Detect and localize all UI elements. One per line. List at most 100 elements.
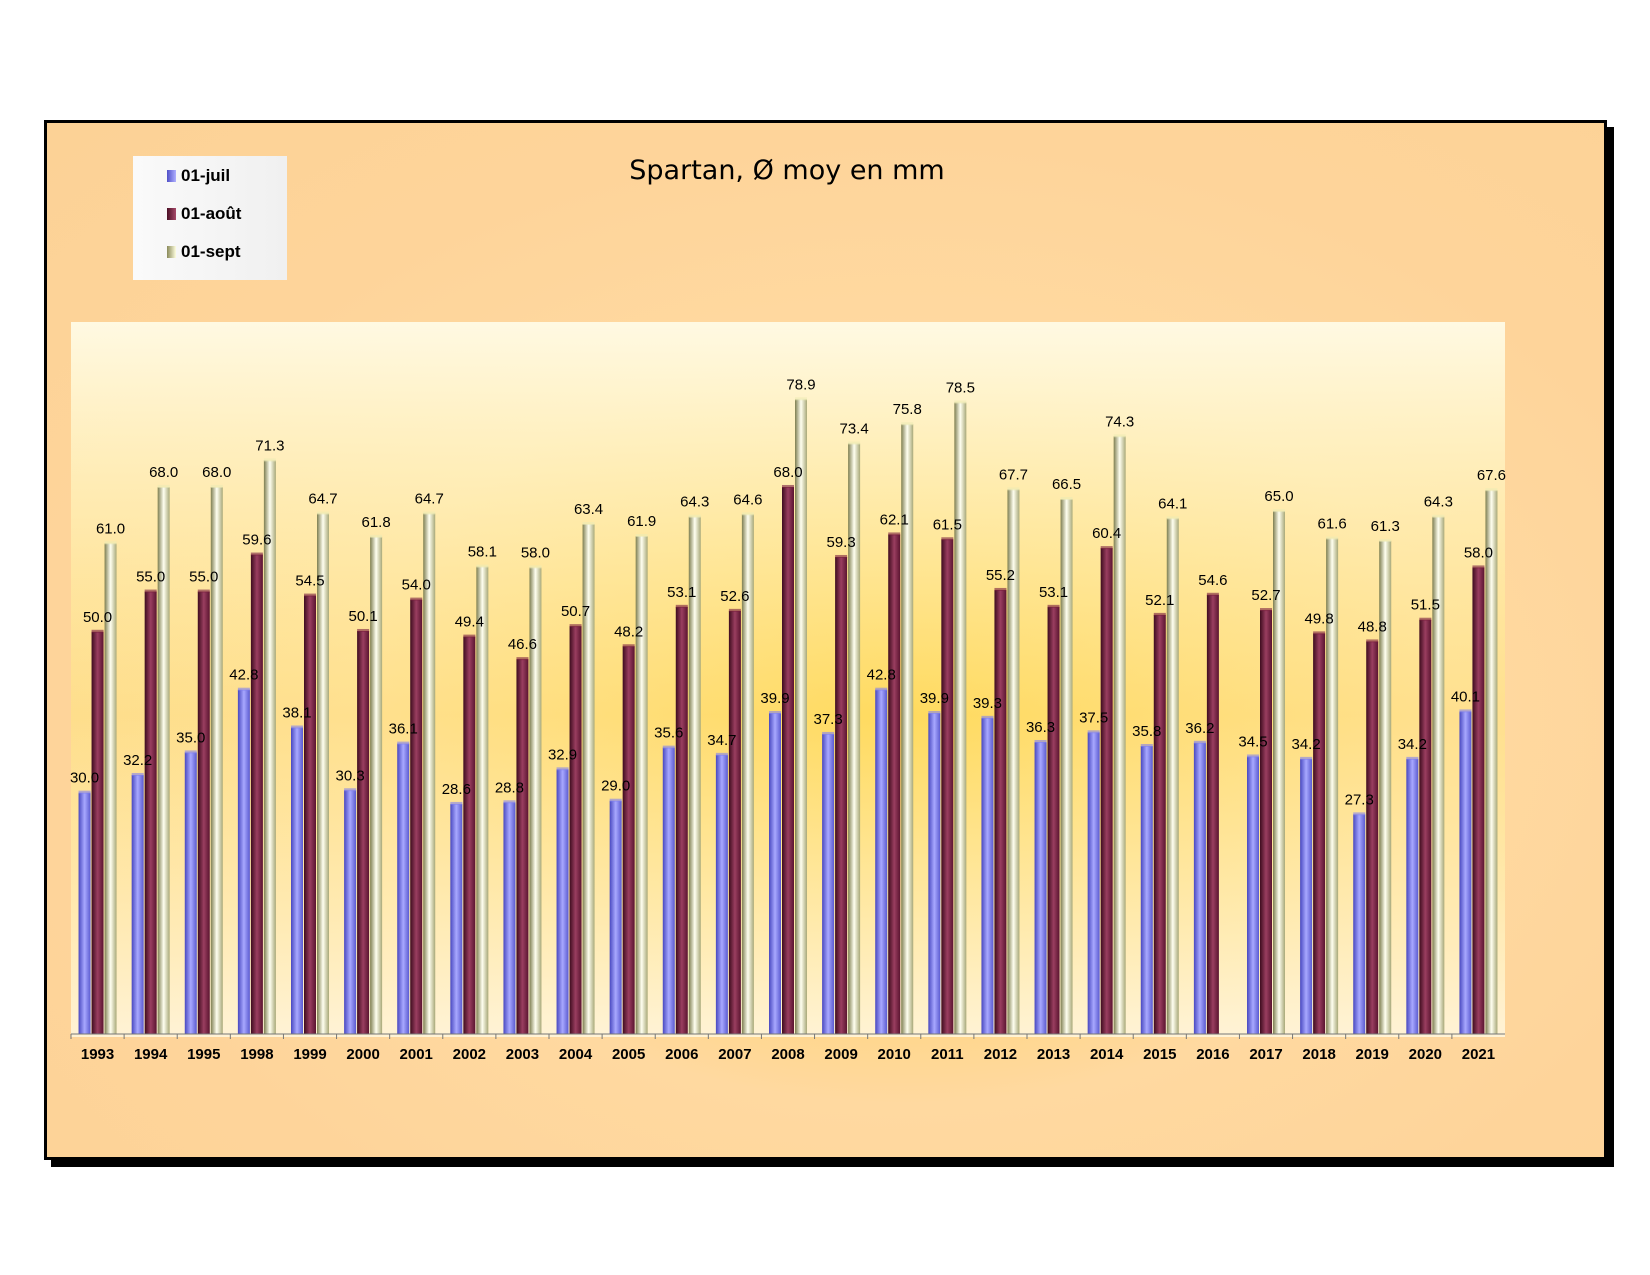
bar-01-juil-2010 <box>875 689 888 1034</box>
data-label-01-juil-2002: 28.6 <box>442 781 471 798</box>
bar-cap-01-août-2009 <box>835 554 848 558</box>
bar-01-août-1995 <box>197 591 210 1034</box>
bar-cap-01-août-2003 <box>516 657 529 661</box>
bar-01-août-2013 <box>1047 606 1060 1034</box>
data-label-01-août-2017: 52.7 <box>1251 587 1280 604</box>
data-label-01-juil-2003: 28.8 <box>495 779 524 796</box>
bar-01-sept-2010 <box>901 424 914 1035</box>
bar-cap-01-sept-2010 <box>901 422 914 426</box>
bar-01-sept-2009 <box>848 443 861 1034</box>
bar-cap-01-août-2018 <box>1313 631 1326 635</box>
bar-cap-01-sept-2012 <box>1007 487 1020 491</box>
data-label-01-août-2002: 49.4 <box>455 614 484 631</box>
bar-cap-01-sept-2004 <box>582 521 595 525</box>
bar-01-août-2008 <box>782 486 794 1034</box>
data-label-01-sept-2005: 61.9 <box>627 513 656 530</box>
bar-cap-01-juil-2007 <box>715 752 728 756</box>
x-tick-label-2005: 2005 <box>612 1046 645 1063</box>
data-label-01-juil-2018: 34.2 <box>1292 736 1321 753</box>
x-tick-label-2010: 2010 <box>878 1046 911 1063</box>
x-tick-label-2000: 2000 <box>346 1046 379 1063</box>
bar-cap-01-juil-1999 <box>291 725 303 729</box>
bar-cap-01-août-1994 <box>144 589 157 593</box>
data-label-01-sept-2018: 61.6 <box>1318 515 1347 532</box>
data-label-01-août-2019: 48.8 <box>1358 618 1387 635</box>
data-label-01-juil-1998: 42.8 <box>229 667 258 684</box>
bar-01-sept-2011 <box>954 402 967 1034</box>
x-tick-label-2014: 2014 <box>1090 1046 1124 1063</box>
bar-cap-01-sept-2001 <box>423 511 436 515</box>
legend-item-juil: 01-juil <box>167 166 230 186</box>
bar-01-sept-2012 <box>1007 489 1020 1034</box>
bar-01-juil-1999 <box>291 727 303 1034</box>
bar-01-juil-1994 <box>131 774 144 1034</box>
bar-cap-01-août-2002 <box>463 634 476 638</box>
data-label-01-sept-2015: 64.1 <box>1158 495 1187 512</box>
bar-cap-01-juil-2009 <box>822 731 835 735</box>
legend-swatch-aout <box>167 208 176 220</box>
data-label-01-août-1994: 55.0 <box>136 569 165 586</box>
bar-01-juil-2013 <box>1034 741 1047 1034</box>
data-label-01-sept-2021: 67.6 <box>1477 467 1506 484</box>
bar-01-août-1999 <box>304 595 316 1034</box>
legend: 01-juil 01-août 01-sept <box>133 156 287 280</box>
bar-01-sept-2013 <box>1060 499 1073 1034</box>
bar-01-août-2011 <box>941 539 954 1034</box>
data-label-01-juil-2013: 36.3 <box>1026 719 1055 736</box>
bar-01-sept-1995 <box>210 486 223 1034</box>
bar-cap-01-août-2019 <box>1366 639 1379 643</box>
bar-cap-01-sept-2006 <box>688 514 701 518</box>
bar-01-août-1994 <box>144 591 157 1034</box>
data-label-01-juil-2020: 34.2 <box>1398 736 1427 753</box>
data-label-01-août-1999: 54.5 <box>295 573 324 590</box>
bar-01-juil-1998 <box>237 689 250 1034</box>
bar-cap-01-août-2011 <box>941 537 954 541</box>
data-label-01-juil-2008: 39.9 <box>760 690 789 707</box>
data-label-01-sept-2020: 64.3 <box>1424 494 1453 511</box>
bar-cap-01-juil-2014 <box>1087 730 1100 734</box>
bar-cap-01-juil-2020 <box>1406 756 1419 760</box>
data-label-01-juil-2006: 35.6 <box>654 725 683 742</box>
bar-cap-01-juil-2018 <box>1300 756 1313 760</box>
data-label-01-août-1998: 59.6 <box>242 532 271 549</box>
data-label-01-juil-2001: 36.1 <box>389 721 418 738</box>
bar-01-sept-2020 <box>1432 516 1445 1034</box>
data-label-01-juil-1994: 32.2 <box>123 752 152 769</box>
bar-01-juil-2017 <box>1247 756 1259 1034</box>
data-label-01-juil-2007: 34.7 <box>707 732 736 749</box>
x-tick-label-1999: 1999 <box>293 1046 326 1063</box>
bar-cap-01-août-2016 <box>1206 592 1219 596</box>
bar-cap-01-août-2015 <box>1153 612 1166 616</box>
bar-01-juil-2015 <box>1140 746 1153 1034</box>
chart-frame: Spartan, Ø moy en mm 01-juil 01-août 01-… <box>44 120 1607 1160</box>
data-label-01-août-2010: 62.1 <box>880 511 909 528</box>
bar-01-juil-1995 <box>184 752 197 1034</box>
bar-cap-01-sept-2008 <box>795 397 807 401</box>
bar-01-août-2018 <box>1313 633 1326 1034</box>
data-label-01-sept-2000: 61.8 <box>362 514 391 531</box>
bar-cap-01-juil-2006 <box>662 745 675 749</box>
bar-cap-01-août-2012 <box>994 587 1007 591</box>
bar-01-sept-2005 <box>635 536 648 1034</box>
bar-01-août-2015 <box>1153 614 1166 1034</box>
bar-cap-01-sept-2018 <box>1326 536 1339 540</box>
x-tick-label-2012: 2012 <box>984 1046 1017 1063</box>
plot-area: 30.0 50.0 61.0 32.2 55.0 68.0 35.0 55.0 68.0 42.8… <box>70 322 1506 1063</box>
legend-label-aout: 01-août <box>181 204 242 223</box>
data-label-01-août-2018: 49.8 <box>1305 610 1334 627</box>
bar-cap-01-juil-2012 <box>981 715 994 719</box>
data-label-01-sept-2019: 61.3 <box>1371 518 1400 535</box>
data-label-01-juil-2019: 27.3 <box>1345 791 1374 808</box>
bar-cap-01-sept-2002 <box>476 564 489 568</box>
bar-cap-01-sept-1995 <box>210 484 223 488</box>
bar-cap-01-août-2004 <box>569 624 582 628</box>
bar-01-sept-2008 <box>795 399 807 1034</box>
bar-cap-01-sept-1993 <box>104 541 117 545</box>
bar-01-sept-1994 <box>157 486 170 1034</box>
bar-01-sept-2002 <box>476 566 489 1034</box>
legend-item-aout: 01-août <box>167 204 241 224</box>
bar-01-août-2002 <box>463 636 476 1034</box>
x-tick-label-1998: 1998 <box>240 1046 273 1063</box>
bar-cap-01-août-2005 <box>622 644 635 648</box>
legend-item-sept: 01-sept <box>167 242 241 262</box>
